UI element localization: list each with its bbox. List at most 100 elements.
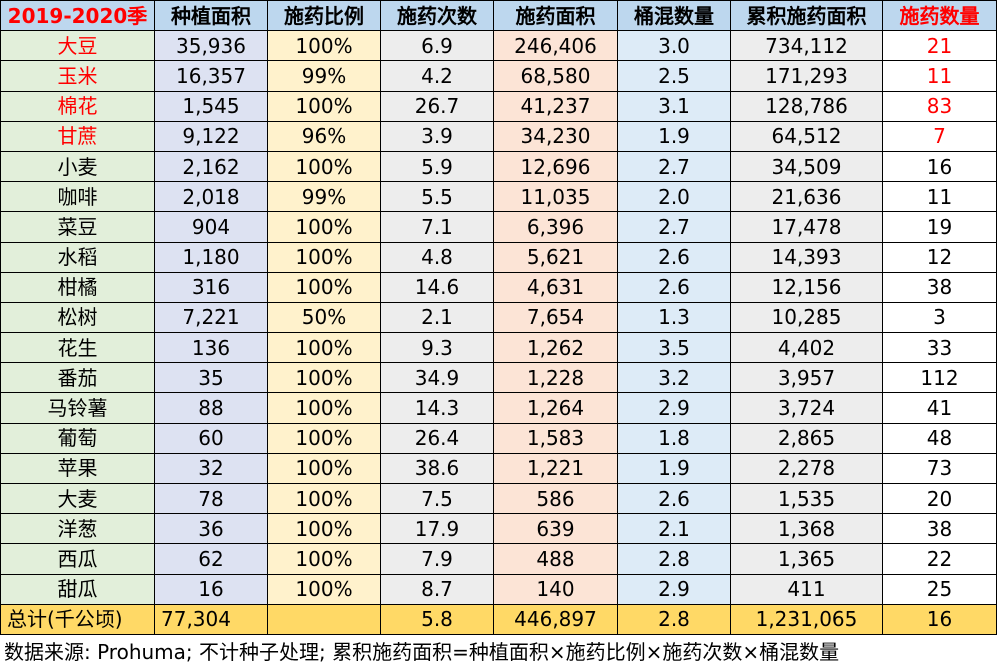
table-row: 松树 7,221 50% 2.1 7,654 1.3 10,285 3 [0, 301, 997, 334]
application-area-cell: 1,583 [493, 422, 618, 454]
application-ratio-cell: 100% [267, 543, 381, 575]
tank-mix-count-cell: 2.7 [617, 150, 731, 183]
crop-name-cell: 甜瓜 [0, 573, 155, 605]
planting-area-cell: 60 [154, 422, 268, 454]
application-quantity-cell: 33 [882, 332, 997, 364]
application-area-cell: 7,654 [493, 301, 618, 334]
planting-area-cell: 35 [154, 362, 268, 394]
application-ratio-cell: 100% [267, 422, 381, 454]
tank-mix-count-cell: 2.6 [617, 482, 731, 515]
application-quantity-cell: 38 [882, 271, 997, 303]
cumulative-area-cell: 171,293 [730, 60, 883, 92]
application-times-cell: 34.9 [380, 362, 494, 394]
planting-area-cell: 2,018 [154, 181, 268, 213]
cumulative-area-cell: 1,535 [730, 482, 883, 515]
crop-name-cell: 花生 [0, 332, 155, 364]
application-ratio-cell: 100% [267, 90, 381, 122]
cumulative-area-cell: 4,402 [730, 332, 883, 364]
application-quantity-cell: 20 [882, 482, 997, 515]
tank-mix-count-cell: 3.0 [617, 30, 731, 62]
table-row: 马铃薯 88 100% 14.3 1,264 2.9 3,724 41 [0, 392, 997, 424]
total-application-times-cell: 5.8 [380, 603, 494, 635]
application-ratio-cell: 100% [267, 30, 381, 62]
pesticide-data-table: 2019-2020季 种植面积 施药比例 施药次数 施药面积 桶混数量 累积施药… [0, 0, 997, 635]
application-ratio-cell: 100% [267, 150, 381, 183]
crop-name-cell: 松树 [0, 301, 155, 334]
table-row: 菜豆 904 100% 7.1 6,396 2.7 17,478 19 [0, 211, 997, 243]
application-times-cell: 7.5 [380, 482, 494, 515]
application-area-cell: 140 [493, 573, 618, 605]
application-quantity-cell: 48 [882, 422, 997, 454]
planting-area-cell: 1,180 [154, 241, 268, 273]
application-ratio-cell: 100% [267, 271, 381, 303]
application-times-cell: 8.7 [380, 573, 494, 605]
table-row: 棉花 1,545 100% 26.7 41,237 3.1 128,786 83 [0, 90, 997, 122]
planting-area-cell: 904 [154, 211, 268, 243]
application-quantity-cell: 7 [882, 120, 997, 152]
table-row: 甘蔗 9,122 96% 3.9 34,230 1.9 64,512 7 [0, 120, 997, 152]
header-row: 2019-2020季 种植面积 施药比例 施药次数 施药面积 桶混数量 累积施药… [0, 0, 997, 32]
cumulative-area-cell: 12,156 [730, 271, 883, 303]
planting-area-cell: 36 [154, 513, 268, 545]
crop-name-cell: 西瓜 [0, 543, 155, 575]
planting-area-cell: 62 [154, 543, 268, 575]
tank-mix-count-cell: 2.1 [617, 513, 731, 545]
application-area-cell: 6,396 [493, 211, 618, 243]
header-application-area: 施药面积 [493, 0, 618, 32]
total-planting-area-cell: 77,304 [154, 603, 268, 635]
tank-mix-count-cell: 1.3 [617, 301, 731, 334]
crop-name-cell: 菜豆 [0, 211, 155, 243]
crop-name-cell: 水稻 [0, 241, 155, 273]
table-row: 番茄 35 100% 34.9 1,228 3.2 3,957 112 [0, 362, 997, 394]
planting-area-cell: 32 [154, 452, 268, 485]
application-times-cell: 4.8 [380, 241, 494, 273]
application-quantity-cell: 112 [882, 362, 997, 394]
application-area-cell: 34,230 [493, 120, 618, 152]
total-crop-name-cell: 总计(千公顷) [0, 603, 155, 635]
cumulative-area-cell: 2,865 [730, 422, 883, 454]
application-area-cell: 246,406 [493, 30, 618, 62]
application-quantity-cell: 41 [882, 392, 997, 424]
application-times-cell: 5.5 [380, 181, 494, 213]
table-row: 柑橘 316 100% 14.6 4,631 2.6 12,156 38 [0, 271, 997, 303]
application-ratio-cell: 100% [267, 573, 381, 605]
application-area-cell: 41,237 [493, 90, 618, 122]
header-application-times: 施药次数 [380, 0, 494, 32]
table-row: 花生 136 100% 9.3 1,262 3.5 4,402 33 [0, 332, 997, 364]
cumulative-area-cell: 64,512 [730, 120, 883, 152]
application-times-cell: 26.4 [380, 422, 494, 454]
application-quantity-cell: 11 [882, 60, 997, 92]
crop-name-cell: 大豆 [0, 30, 155, 62]
application-area-cell: 12,696 [493, 150, 618, 183]
application-quantity-cell: 22 [882, 543, 997, 575]
header-application-quantity: 施药数量 [882, 0, 997, 32]
tank-mix-count-cell: 1.9 [617, 120, 731, 152]
table-row: 苹果 32 100% 38.6 1,221 1.9 2,278 73 [0, 452, 997, 485]
cumulative-area-cell: 17,478 [730, 211, 883, 243]
total-cumulative-area-cell: 1,231,065 [730, 603, 883, 635]
table-row: 水稻 1,180 100% 4.8 5,621 2.6 14,393 12 [0, 241, 997, 273]
application-area-cell: 1,264 [493, 392, 618, 424]
application-area-cell: 586 [493, 482, 618, 515]
cumulative-area-cell: 3,957 [730, 362, 883, 394]
tank-mix-count-cell: 2.7 [617, 211, 731, 243]
crop-name-cell: 马铃薯 [0, 392, 155, 424]
application-ratio-cell: 100% [267, 332, 381, 364]
application-quantity-cell: 21 [882, 30, 997, 62]
application-area-cell: 1,228 [493, 362, 618, 394]
application-ratio-cell: 100% [267, 241, 381, 273]
table-row: 咖啡 2,018 99% 5.5 11,035 2.0 21,636 11 [0, 181, 997, 213]
crop-name-cell: 玉米 [0, 60, 155, 92]
cumulative-area-cell: 2,278 [730, 452, 883, 485]
application-times-cell: 4.2 [380, 60, 494, 92]
total-application-ratio-cell [267, 603, 381, 635]
table-row: 玉米 16,357 99% 4.2 68,580 2.5 171,293 11 [0, 60, 997, 92]
planting-area-cell: 78 [154, 482, 268, 515]
application-ratio-cell: 100% [267, 362, 381, 394]
application-ratio-cell: 50% [267, 301, 381, 334]
table-row: 甜瓜 16 100% 8.7 140 2.9 411 25 [0, 573, 997, 605]
application-quantity-cell: 12 [882, 241, 997, 273]
application-times-cell: 2.1 [380, 301, 494, 334]
crop-name-cell: 棉花 [0, 90, 155, 122]
application-ratio-cell: 100% [267, 513, 381, 545]
